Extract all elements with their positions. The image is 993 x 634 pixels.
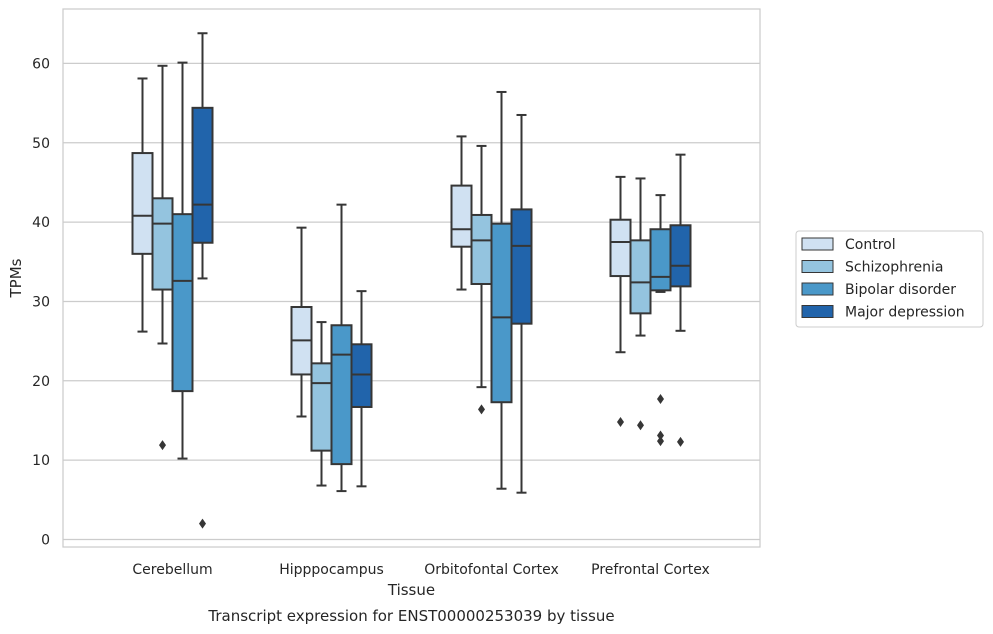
outlier-point	[199, 518, 206, 529]
outlier-point	[617, 417, 624, 428]
box-group	[669, 153, 692, 447]
box-group	[510, 113, 533, 494]
box-group	[649, 194, 672, 447]
box-group	[330, 203, 353, 493]
box-group	[310, 321, 333, 487]
box-iqr	[310, 362, 333, 452]
x-tick-label: Orbitofontal Cortex	[424, 562, 559, 578]
outlier-point	[657, 394, 664, 405]
x-tick-label: Cerebellum	[132, 562, 212, 578]
box-iqr	[151, 197, 174, 291]
x-tick-label: Prefrontal Cortex	[591, 562, 710, 578]
box-iqr	[470, 213, 493, 285]
y-tick-labels: 0 10 20 30 40 50 60	[32, 56, 50, 548]
y-tick-label: 0	[41, 533, 50, 549]
box-group	[629, 177, 652, 431]
box-group	[470, 144, 493, 415]
box-iqr	[191, 106, 214, 244]
y-axis-label: TPMs	[7, 258, 25, 298]
outlier-point	[478, 404, 485, 415]
legend-swatch	[801, 260, 834, 273]
y-tick-label: 20	[32, 374, 50, 390]
legend-label: Bipolar disorder	[845, 282, 956, 298]
box-iqr	[609, 218, 632, 278]
box-iqr	[350, 343, 373, 408]
box-group	[450, 135, 473, 291]
legend: Control Schizophrenia Bipolar disorder Majo…	[795, 230, 984, 328]
box-iqr	[330, 324, 353, 466]
box-iqr	[649, 228, 672, 292]
outlier-point	[657, 436, 664, 447]
box-iqr	[131, 152, 154, 255]
legend-label: Control	[845, 237, 896, 253]
y-tick-label: 40	[32, 215, 50, 231]
legend-label: Major depression	[845, 305, 965, 321]
y-tick-label: 60	[32, 56, 50, 72]
gridlines	[63, 62, 760, 541]
box-iqr	[669, 224, 692, 288]
x-axis-label: Tissue	[387, 581, 435, 599]
legend-swatch	[801, 305, 834, 318]
outlier-point	[637, 420, 644, 431]
outlier-point	[677, 436, 684, 447]
box-group	[290, 226, 313, 418]
box-group	[171, 61, 194, 460]
box-group	[490, 90, 513, 490]
y-tick-label: 50	[32, 136, 50, 152]
box-group	[191, 32, 214, 529]
boxes-layer	[131, 32, 692, 529]
box-group	[151, 64, 174, 451]
outlier-point	[657, 430, 664, 441]
y-tick-label: 30	[32, 294, 50, 310]
plot-area-frame	[62, 8, 761, 548]
x-tick-labels: Cerebellum Hipppocampus Orbitofontal Corte…	[132, 562, 709, 578]
box-iqr	[450, 184, 473, 248]
legend-label: Schizophrenia	[845, 260, 943, 276]
box-iqr	[171, 213, 194, 393]
box-iqr	[490, 222, 513, 404]
legend-frame	[795, 230, 984, 328]
box-iqr	[629, 239, 652, 315]
y-tick-label: 10	[32, 453, 50, 469]
figure-caption: Transcript expression for ENST0000025303…	[207, 607, 614, 625]
box-iqr	[510, 208, 533, 325]
x-tick-label: Hipppocampus	[279, 562, 384, 578]
legend-swatch	[801, 282, 834, 296]
box-group	[350, 290, 373, 488]
outlier-point	[159, 440, 166, 451]
legend-swatch	[801, 237, 834, 251]
box-group	[131, 77, 154, 333]
